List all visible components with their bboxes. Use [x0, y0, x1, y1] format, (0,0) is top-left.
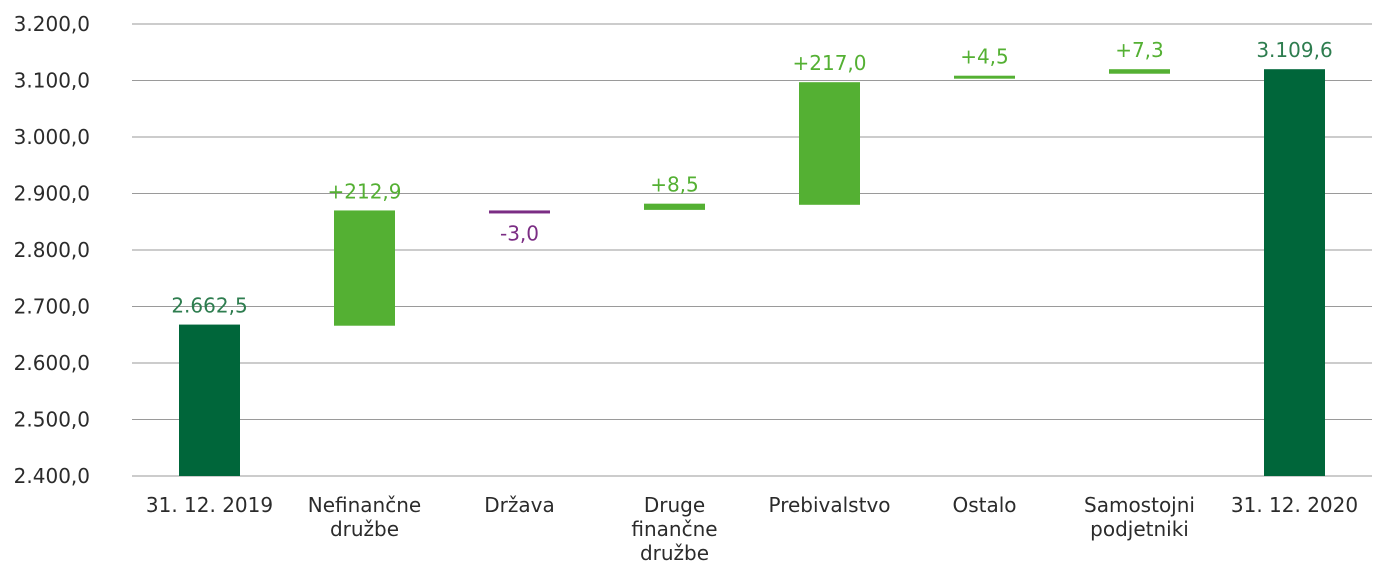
category-label: finančne — [631, 517, 717, 541]
y-axis-ticks: 2.400,0 2.500,0 2.600,0 2.700,0 2.800,0 2.900… — [14, 12, 90, 488]
y-tick-label: 3.100,0 — [14, 69, 90, 93]
total-bar — [179, 324, 240, 476]
bars — [179, 69, 1325, 476]
data-label: 3.109,6 — [1256, 38, 1332, 62]
increase-bar — [799, 82, 860, 205]
decrease-bar — [489, 210, 550, 214]
category-label: podjetniki — [1090, 517, 1189, 541]
category-label: Država — [484, 493, 554, 517]
y-tick-label: 2.500,0 — [14, 408, 90, 432]
y-tick-label: 2.700,0 — [14, 295, 90, 319]
y-tick-label: 2.600,0 — [14, 351, 90, 375]
increase-bar — [954, 75, 1015, 79]
data-label: -3,0 — [500, 221, 539, 245]
increase-bar — [644, 203, 705, 210]
category-label: 31. 12. 2019 — [146, 493, 273, 517]
category-label: Druge — [644, 493, 705, 517]
category-label: družbe — [640, 541, 709, 565]
data-label: +8,5 — [650, 173, 699, 197]
data-labels: 2.662,5 +212,9 -3,0 +8,5 +217,0 +4,5 +7,3 3.109… — [171, 38, 1332, 317]
category-label: družbe — [330, 517, 399, 541]
grid-lines — [132, 23, 1372, 477]
y-tick-label: 3.200,0 — [14, 12, 90, 36]
increase-bar — [334, 210, 395, 326]
category-label: Prebivalstvo — [768, 493, 890, 517]
data-label: +4,5 — [960, 45, 1009, 69]
y-tick-label: 3.000,0 — [14, 125, 90, 149]
y-tick-label: 2.400,0 — [14, 464, 90, 488]
data-label: +212,9 — [327, 179, 401, 203]
data-label: +7,3 — [1115, 38, 1164, 62]
data-label: 2.662,5 — [171, 294, 247, 318]
y-tick-label: 2.800,0 — [14, 238, 90, 262]
data-label: +217,0 — [792, 51, 866, 75]
category-label: Ostalo — [952, 493, 1016, 517]
category-label: 31. 12. 2020 — [1231, 493, 1358, 517]
y-tick-label: 2.900,0 — [14, 182, 90, 206]
total-bar — [1264, 69, 1325, 476]
increase-bar — [1109, 69, 1170, 74]
category-label: Samostojni — [1084, 493, 1195, 517]
category-label: Nefinančne — [308, 493, 421, 517]
